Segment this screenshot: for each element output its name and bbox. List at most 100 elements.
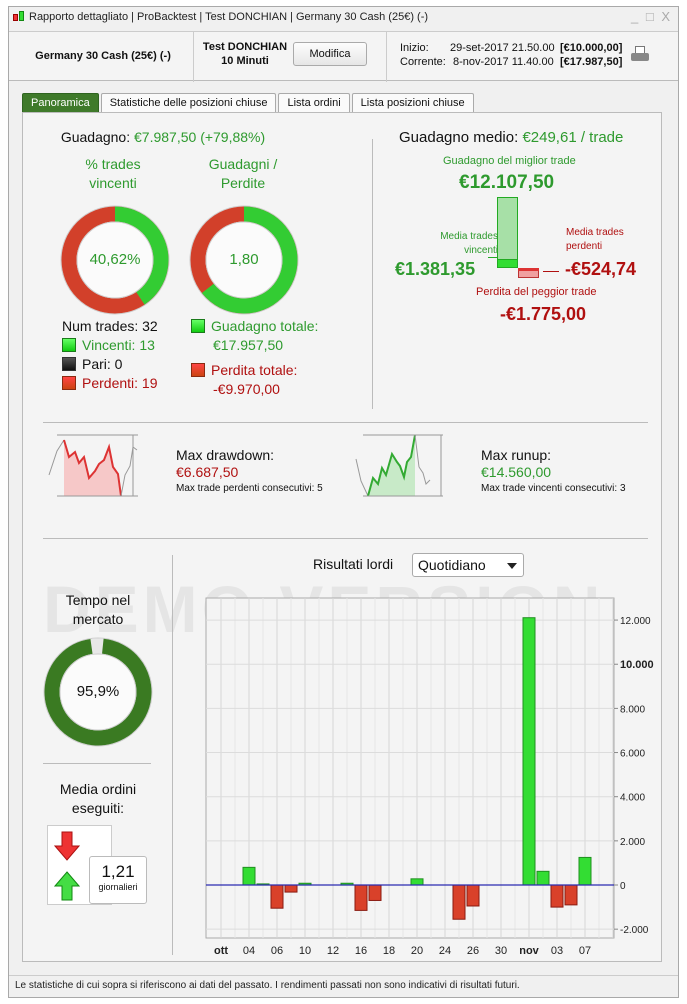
- worst-trade-value: -€1.775,00: [500, 304, 587, 324]
- x-tick-label: 04: [243, 945, 255, 957]
- drawdown-label: Max drawdown:: [176, 447, 275, 463]
- losers-count: Perdenti: 19: [82, 375, 158, 391]
- runup-value: €14.560,00: [481, 464, 552, 480]
- avg-win-value: €1.381,35: [395, 259, 476, 279]
- tab-panoramica[interactable]: Panoramica: [22, 93, 99, 112]
- gain-loss-ratio: 1,80: [229, 251, 259, 268]
- tab-bar: Panoramica Statistiche delle posizioni c…: [22, 93, 474, 112]
- bar-20-ott: [410, 878, 424, 886]
- bar-02-nov: [536, 870, 550, 886]
- results-period-select[interactable]: Quotidiano: [412, 553, 524, 577]
- red-square-icon: [62, 376, 76, 390]
- winners-count: Vincenti: 13: [82, 337, 155, 353]
- num-trades: Num trades: 32: [62, 318, 158, 334]
- bar-25-ott: [452, 884, 466, 920]
- gain-value: €7.987,50 (+79,88%): [134, 129, 266, 145]
- total-gain-label: Guadagno totale:: [211, 318, 319, 334]
- app-candles-icon: [13, 11, 25, 23]
- bar-17-ott: [368, 884, 382, 901]
- orders-arrows-icon: [54, 831, 80, 901]
- gain-loss-donut: [189, 205, 299, 315]
- report-header: Germany 30 Cash (25€) (-) Test DONCHIAN …: [9, 31, 678, 82]
- gain-loss-title: Guadagni / Perdite: [193, 155, 293, 193]
- runup-label: Max runup:: [481, 447, 552, 463]
- avg-loss-label: Media trades perdenti: [566, 226, 624, 254]
- y-tick-label: 4.000: [620, 793, 645, 804]
- x-tick-label: 18: [383, 945, 395, 957]
- tab-closed-position-list[interactable]: Lista posizioni chiuse: [351, 93, 474, 112]
- current-date: 8-nov-2017 11.40.00: [453, 56, 554, 68]
- timeframe: 10 Minuti: [221, 55, 269, 67]
- chevron-down-icon: [507, 563, 517, 569]
- bar-16-ott: [354, 884, 368, 911]
- x-tick-label: 12: [327, 945, 339, 957]
- bar-26-ott: [466, 884, 480, 907]
- gain-label: Guadagno:: [60, 129, 131, 145]
- arrow-left-icon: [543, 271, 559, 272]
- even-count: Pari: 0: [82, 356, 123, 372]
- bar-09-ott: [284, 884, 298, 893]
- market-time-donut: [43, 637, 153, 747]
- orders-unit: giornalieri: [98, 882, 138, 892]
- drawdown-consecutive: Max trade perdenti consecutivi: 5: [176, 483, 323, 494]
- y-tick-label: -2.000: [620, 925, 649, 936]
- y-tick-label: 12.000: [620, 616, 651, 627]
- orders-title-line2: eseguiti:: [71, 800, 125, 816]
- window-controls[interactable]: _ □ X: [631, 9, 672, 24]
- gain-loss-title-line1: Guadagni /: [208, 156, 278, 172]
- avg-loss-bar: [518, 268, 539, 271]
- runup-sparkline-icon: [355, 434, 443, 497]
- gain-summary: Guadagno: €7.987,50 (+79,88%): [43, 129, 283, 145]
- avg-loss-label-line1: Media trades: [566, 227, 624, 238]
- arrow-right-icon: [488, 257, 498, 258]
- drawdown-sparkline-icon: [48, 434, 138, 497]
- x-tick-label: 07: [579, 945, 591, 957]
- orders-value: 1,21: [101, 862, 135, 881]
- disclaimer: Le statistiche di cui sopra si riferisco…: [9, 975, 678, 991]
- best-trade-label: Guadagno del miglior trade: [443, 155, 576, 167]
- win-pct-donut: [60, 205, 170, 315]
- y-tick-label: 0: [620, 881, 626, 892]
- x-tick-label: 26: [467, 945, 479, 957]
- avg-gain: Guadagno medio: €249,61 / trade: [399, 129, 623, 146]
- bar-04-ott: [242, 866, 256, 886]
- current-value: [€17.987,50]: [560, 56, 623, 68]
- start-value: [€10.000,00]: [560, 42, 623, 54]
- win-pct-title-line1: % trades: [85, 156, 141, 172]
- print-icon[interactable]: [631, 46, 649, 64]
- results-label: Risultati lordi: [313, 556, 394, 572]
- green-square-icon: [191, 319, 205, 333]
- worst-trade-label: Perdita del peggior trade: [476, 286, 597, 298]
- avg-loss-label-line2: perdenti: [566, 241, 603, 252]
- x-tick-label: 20: [411, 945, 423, 957]
- bar-06-nov: [564, 884, 578, 906]
- market-time-title: Tempo nel mercato: [43, 591, 153, 629]
- y-tick-label: 2.000: [620, 837, 645, 848]
- best-trade-bar: [497, 197, 518, 268]
- results-period-value: Quotidiano: [418, 557, 486, 573]
- y-tick-label: 10.000: [620, 659, 654, 671]
- green-square-icon: [62, 338, 76, 352]
- black-square-icon: [62, 357, 76, 371]
- overview-panel: DEMO VERSION Guadagno: €7.987,50 (+79,88…: [22, 112, 662, 962]
- avg-gain-label: Guadagno medio:: [399, 129, 519, 146]
- win-pct-title: % trades vincenti: [63, 155, 163, 193]
- avg-win-bar: [497, 259, 518, 268]
- gain-loss-totals: Guadagno totale: €17.957,50 Perdita tota…: [191, 317, 318, 399]
- tab-closed-position-stats[interactable]: Statistiche delle posizioni chiuse: [100, 93, 277, 112]
- instrument-name: Germany 30 Cash (25€) (-): [35, 50, 171, 62]
- runup-consecutive: Max trade vincenti consecutivi: 3: [481, 483, 626, 494]
- window-title: Rapporto dettagliato | ProBacktest | Tes…: [29, 11, 429, 23]
- x-tick-label: 06: [271, 945, 283, 957]
- tab-order-list[interactable]: Lista ordini: [278, 93, 350, 112]
- edit-button[interactable]: Modifica: [293, 42, 367, 66]
- win-pct-value: 40,62%: [89, 251, 141, 268]
- orders-title-line1: Media ordini: [59, 781, 137, 797]
- report-window: Rapporto dettagliato | ProBacktest | Tes…: [8, 6, 679, 998]
- market-time-segment: [44, 638, 152, 746]
- x-tick-label: nov: [519, 945, 539, 957]
- avg-gain-value: €249,61 / trade: [522, 129, 624, 146]
- bar-06-ott: [270, 884, 284, 909]
- current-label: Corrente:: [400, 56, 446, 68]
- y-tick-label: 8.000: [620, 704, 645, 715]
